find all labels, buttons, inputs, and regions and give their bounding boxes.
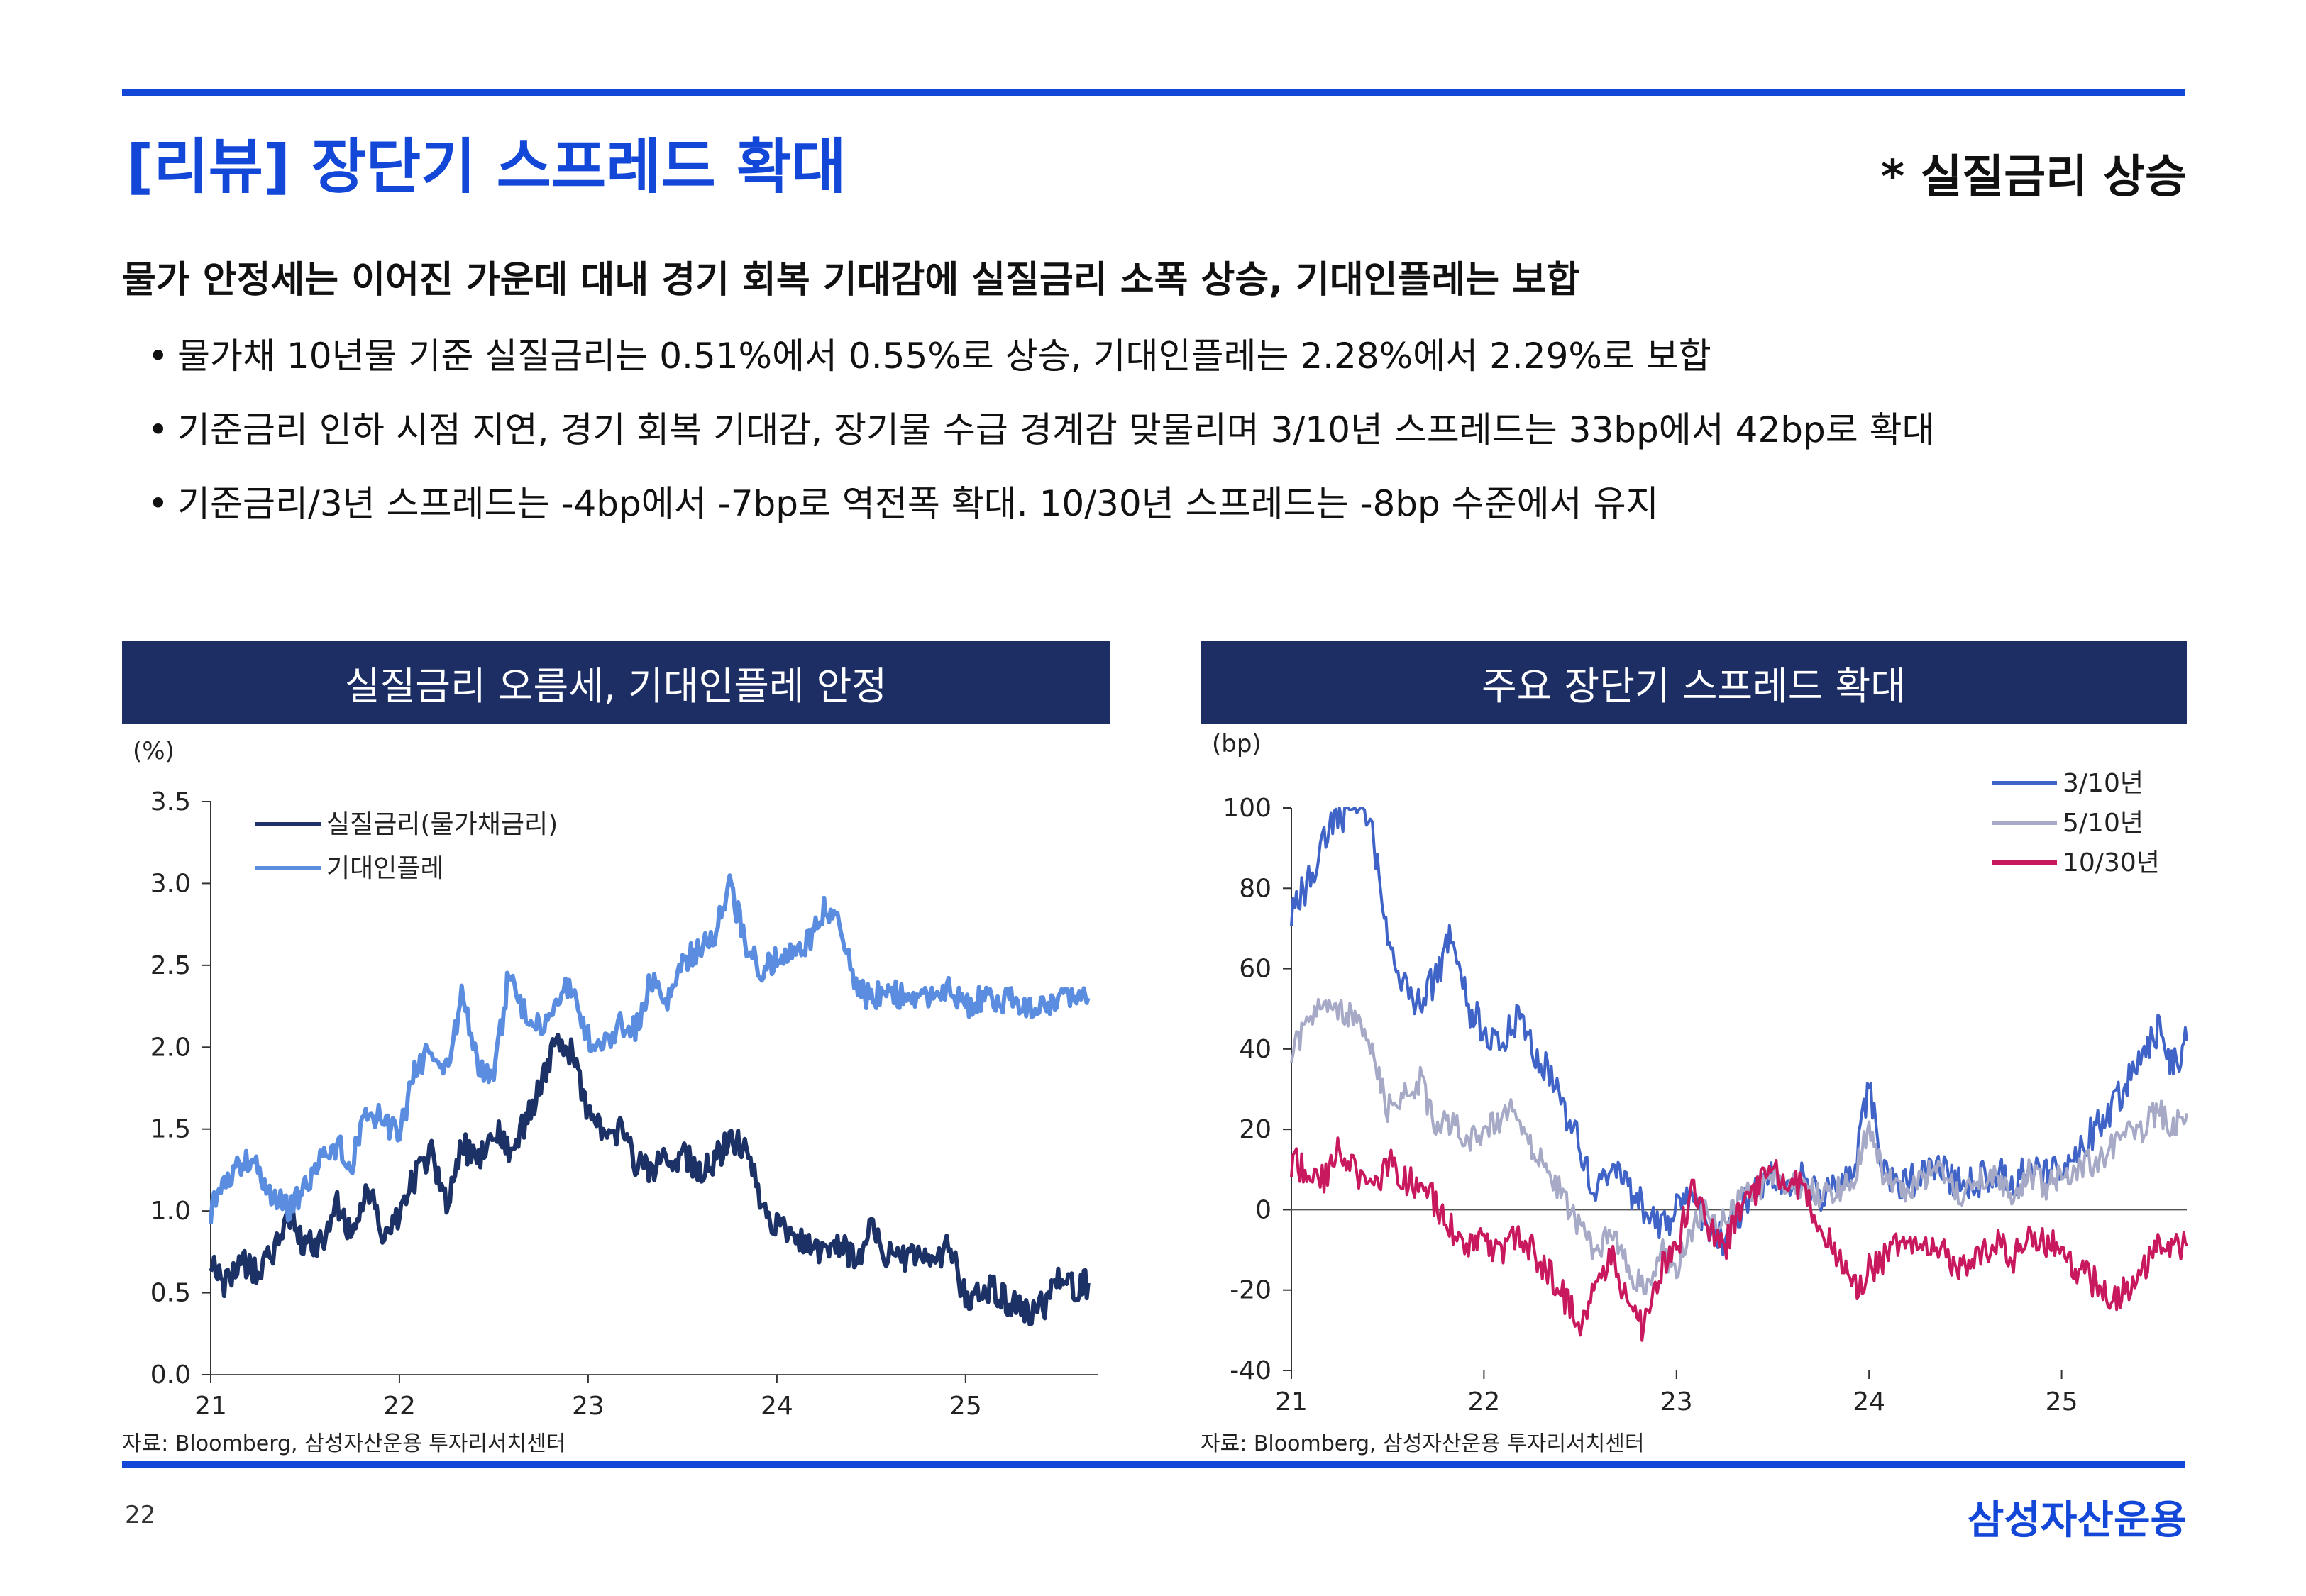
left-x-tick-label: 21 xyxy=(194,1392,227,1421)
brand-logo: 삼성자산운용 xyxy=(1967,1497,2187,1544)
right-y-tick-label: -40 xyxy=(1230,1356,1271,1385)
page-number: 22 xyxy=(125,1501,156,1529)
bottom-rule xyxy=(122,1461,2185,1468)
bullet-text: 기준금리 인하 시점 지연, 경기 회복 기대감, 장기물 수급 경계감 맞물리… xyxy=(177,409,1935,450)
left-y-tick-label: 1.5 xyxy=(150,1115,191,1144)
right-y-tick-label: 60 xyxy=(1239,955,1271,984)
right-x-tick-label: 24 xyxy=(1853,1387,1885,1417)
right-series-line-3 xyxy=(1290,1136,2188,1342)
bullet-dot-icon: • xyxy=(148,409,169,450)
right-legend-label: 5/10년 xyxy=(2063,809,2144,838)
left-y-tick-label: 3.0 xyxy=(150,869,191,898)
top-rule xyxy=(122,89,2185,96)
bullet-item: • 기준금리/3년 스프레드는 -4bp에서 -7bp로 역전폭 확대. 10/3… xyxy=(148,475,1935,549)
right-y-tick-label: 80 xyxy=(1239,874,1271,903)
left-y-tick-label: 2.5 xyxy=(150,951,191,980)
left-y-tick-label: 0.5 xyxy=(150,1279,191,1308)
left-x-tick-label: 22 xyxy=(383,1392,416,1421)
bullet-item: • 기준금리 인하 시점 지연, 경기 회복 기대감, 장기물 수급 경계감 맞물… xyxy=(148,401,1935,475)
left-y-tick-label: 0.0 xyxy=(150,1361,191,1390)
right-series-line-2 xyxy=(1290,997,2188,1295)
left-x-tick-label: 25 xyxy=(949,1392,982,1421)
left-legend-label: 기대인플레 xyxy=(326,854,444,883)
page-tag: * 실질금리 상승 xyxy=(1880,151,2187,204)
right-x-tick-label: 25 xyxy=(2046,1387,2078,1417)
left-y-unit-label: (%) xyxy=(133,737,175,765)
spread-chart: (bp) -40 -20 0 20 40 60 80 100 21 22 23 24 25 3/10년 5/1… xyxy=(1212,730,2188,1417)
real-rate-chart: (%) 0.0 0.5 1.0 1.5 2.0 2.5 3.0 3.5 21 22 23 24 25 실질금… xyxy=(133,737,1098,1421)
bullet-dot-icon: • xyxy=(148,336,169,377)
left-legend-label: 실질금리(물가채금리) xyxy=(326,810,558,839)
right-y-tick-label: 20 xyxy=(1239,1115,1271,1144)
left-x-tick-label: 24 xyxy=(761,1392,793,1421)
bullet-list: • 물가채 10년물 기준 실질금리는 0.51%에서 0.55%로 상승, 기대… xyxy=(148,328,1935,549)
bullet-dot-icon: • xyxy=(148,483,169,524)
right-legend-label: 10/30년 xyxy=(2063,848,2160,877)
left-y-tick-label: 3.5 xyxy=(150,787,191,816)
bullet-item: • 물가채 10년물 기준 실질금리는 0.51%에서 0.55%로 상승, 기대… xyxy=(148,328,1935,401)
left-y-tick-label: 1.0 xyxy=(150,1197,191,1226)
bullet-text: 기준금리/3년 스프레드는 -4bp에서 -7bp로 역전폭 확대. 10/30… xyxy=(177,483,1659,524)
headline: 물가 안정세는 이어진 가운데 대내 경기 회복 기대감에 실질금리 소폭 상승… xyxy=(122,259,1580,301)
left-y-tick-label: 2.0 xyxy=(150,1033,191,1062)
left-chart-title: 실질금리 오름세, 기대인플레 안정 xyxy=(122,641,1110,724)
page-title: [리뷰] 장단기 스프레드 확대 xyxy=(126,132,846,201)
right-y-tick-label: 40 xyxy=(1239,1035,1271,1064)
right-legend-label: 3/10년 xyxy=(2063,769,2144,798)
left-series-line-2 xyxy=(209,873,1091,1224)
left-series-line-1 xyxy=(209,1033,1091,1327)
right-chart-title: 주요 장단기 스프레드 확대 xyxy=(1201,641,2187,724)
right-y-tick-label: 100 xyxy=(1223,794,1271,823)
right-x-tick-label: 23 xyxy=(1660,1387,1693,1417)
right-x-tick-label: 22 xyxy=(1467,1387,1500,1417)
right-y-tick-label: 0 xyxy=(1255,1195,1271,1224)
right-x-tick-label: 21 xyxy=(1275,1387,1308,1417)
left-x-tick-label: 23 xyxy=(572,1392,605,1421)
left-chart-source: 자료: Bloomberg, 삼성자산운용 투자리서치센터 xyxy=(122,1431,566,1456)
right-y-tick-label: -20 xyxy=(1230,1276,1271,1305)
right-chart-source: 자료: Bloomberg, 삼성자산운용 투자리서치센터 xyxy=(1201,1431,1645,1456)
right-y-unit-label: (bp) xyxy=(1212,730,1262,758)
bullet-text: 물가채 10년물 기준 실질금리는 0.51%에서 0.55%로 상승, 기대인… xyxy=(177,336,1711,377)
